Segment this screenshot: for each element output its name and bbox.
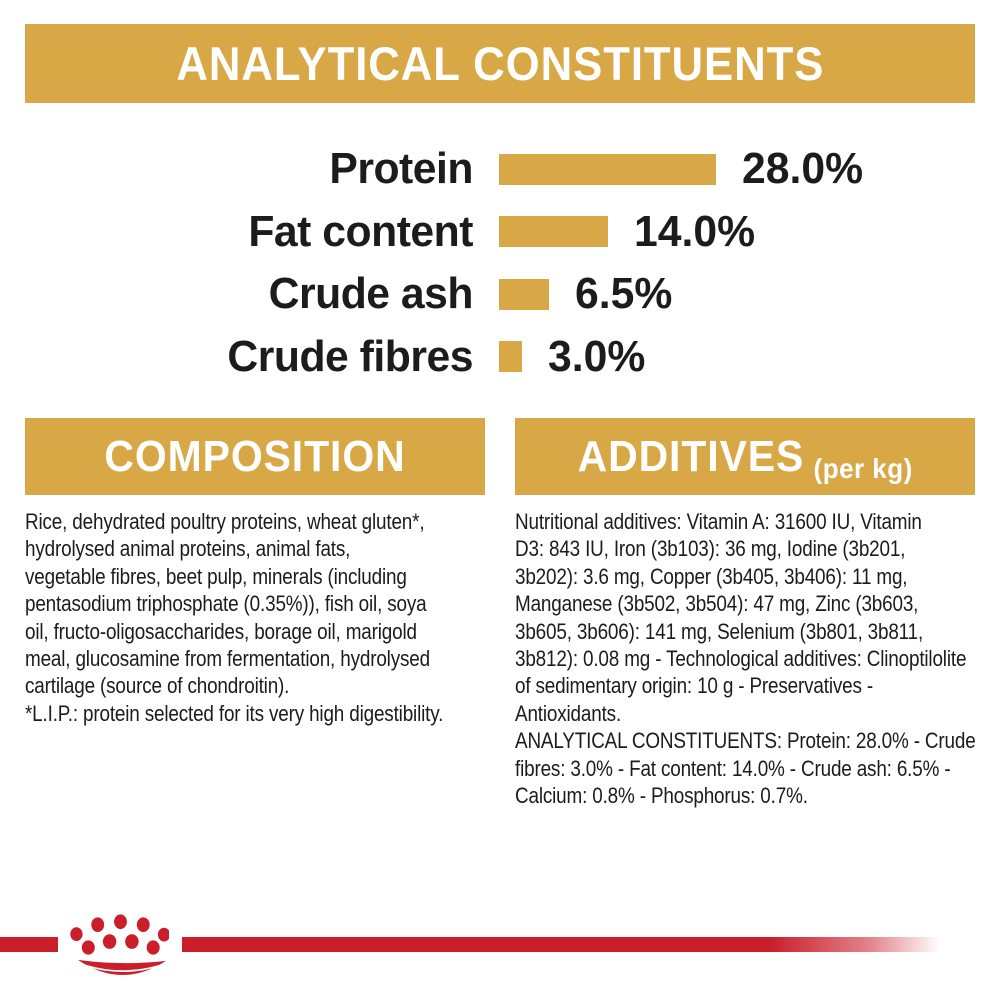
additives-banner: ADDITIVES (per kg) — [515, 418, 975, 495]
text-line: meal, glucosamine from fermentation, hyd… — [25, 646, 430, 672]
text-line: vegetable fibres, beet pulp, minerals (i… — [25, 563, 407, 589]
chart-bar — [499, 153, 716, 185]
analytical-constituents-banner: ANALYTICAL CONSTITUENTS — [25, 24, 975, 103]
text-line: oil, fructo-oligosaccharides, borage oil… — [25, 618, 417, 644]
chart-value-label: 6.5% — [575, 269, 673, 319]
text-line: cartilage (source of chondroitin). — [25, 673, 290, 699]
text-line: Manganese (3b502, 3b504): 47 mg, Zinc (3… — [515, 591, 919, 617]
chart-row-fat-content: Fat content 14.0% — [0, 201, 1000, 264]
text-line: pentasodium triphosphate (0.35%)), fish … — [25, 591, 427, 617]
chart-row-crude-ash: Crude ash 6.5% — [0, 263, 1000, 326]
chart-value-label: 28.0% — [742, 144, 864, 194]
analytical-constituents-chart: Protein 28.0% Fat content 14.0% Crude ash 6.5… — [0, 138, 1000, 388]
chart-category-label: Fat content — [248, 206, 473, 256]
text-line: of sedimentary origin: 10 g - Preservati… — [515, 673, 873, 699]
chart-row-crude-fibres: Crude fibres 3.0% — [0, 326, 1000, 389]
text-line: D3: 843 IU, Iron (3b103): 36 mg, Iodine … — [515, 536, 906, 562]
additives-title: ADDITIVES (per kg) — [577, 431, 913, 484]
text-line: Rice, dehydrated poultry proteins, wheat… — [25, 509, 425, 534]
text-line: ANALYTICAL CONSTITUENTS: Protein: 28.0% … — [515, 728, 976, 754]
analytical-constituents-title: ANALYTICAL CONSTITUENTS — [176, 37, 824, 90]
chart-category-label: Crude ash — [268, 269, 474, 319]
chart-row-protein: Protein 28.0% — [0, 138, 1000, 201]
chart-bar — [499, 278, 550, 310]
composition-text: Rice, dehydrated poultry proteins, wheat… — [25, 508, 489, 727]
text-line: *L.I.P.: protein selected for its very h… — [25, 700, 444, 726]
text-line: Antioxidants. — [515, 700, 622, 726]
additives-text: Nutritional additives: Vitamin A: 31600 … — [515, 508, 990, 809]
text-line: 3b202): 3.6 mg, Copper (3b405, 3b406): 1… — [515, 563, 908, 589]
brand-stripe — [0, 937, 1000, 952]
text-line: 3b605, 3b606): 141 mg, Selenium (3b801, … — [515, 618, 924, 644]
text-line: Nutritional additives: Vitamin A: 31600 … — [515, 509, 922, 534]
chart-bar — [499, 341, 523, 373]
chart-category-label: Crude fibres — [227, 331, 473, 381]
chart-value-label: 3.0% — [548, 331, 646, 381]
text-line: fibres: 3.0% - Fat content: 14.0% - Crud… — [515, 755, 951, 781]
royal-canin-crown-paw-logo — [70, 914, 169, 975]
composition-title: COMPOSITION — [104, 431, 406, 481]
composition-banner: COMPOSITION — [25, 418, 485, 495]
chart-value-label: 14.0% — [633, 206, 755, 256]
text-line: 3b812): 0.08 mg - Technological additive… — [515, 646, 967, 672]
additives-title-suffix: (per kg) — [813, 452, 913, 484]
text-line: hydrolysed animal proteins, animal fats, — [25, 536, 351, 562]
chart-category-label: Protein — [329, 144, 473, 194]
chart-bar — [499, 216, 608, 248]
text-line: Calcium: 0.8% - Phosphorus: 0.7%. — [515, 783, 808, 809]
